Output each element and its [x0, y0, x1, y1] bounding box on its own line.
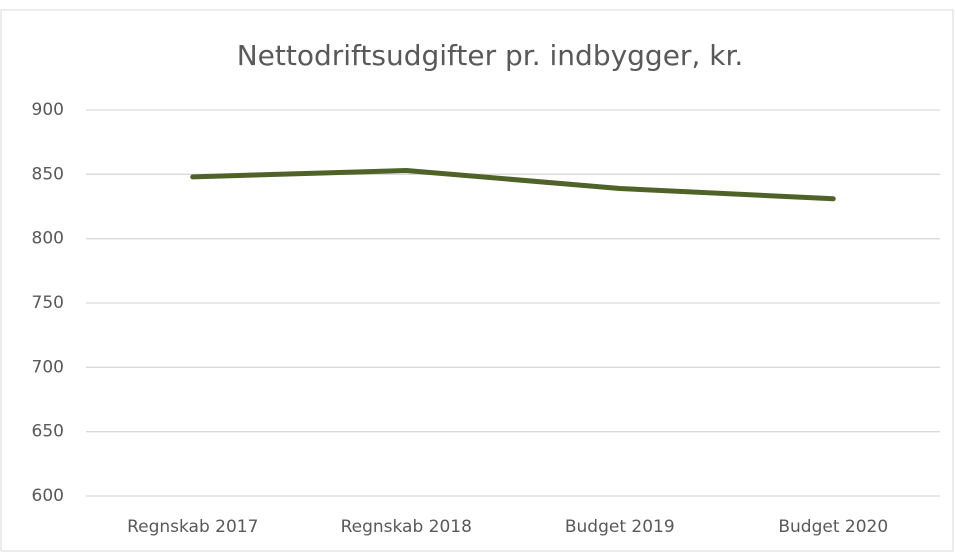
y-tick-label: 700: [32, 357, 64, 377]
y-tick-label: 900: [32, 100, 64, 120]
x-tick-label: Regnskab 2018: [341, 517, 472, 537]
y-tick-label: 650: [32, 422, 64, 442]
data-line: [190, 167, 836, 202]
chart-frame: [0, 9, 954, 552]
y-tick-label: 800: [32, 229, 64, 249]
x-tick-label: Budget 2020: [778, 517, 888, 537]
y-tick-label: 600: [32, 486, 64, 506]
x-tick-label: Regnskab 2017: [127, 517, 258, 537]
x-tick-label: Budget 2019: [565, 517, 675, 537]
y-tick-label: 850: [32, 164, 64, 184]
y-tick-label: 750: [32, 293, 64, 313]
chart-title: Nettodriftsudgifter pr. indbygger, kr.: [237, 39, 744, 72]
